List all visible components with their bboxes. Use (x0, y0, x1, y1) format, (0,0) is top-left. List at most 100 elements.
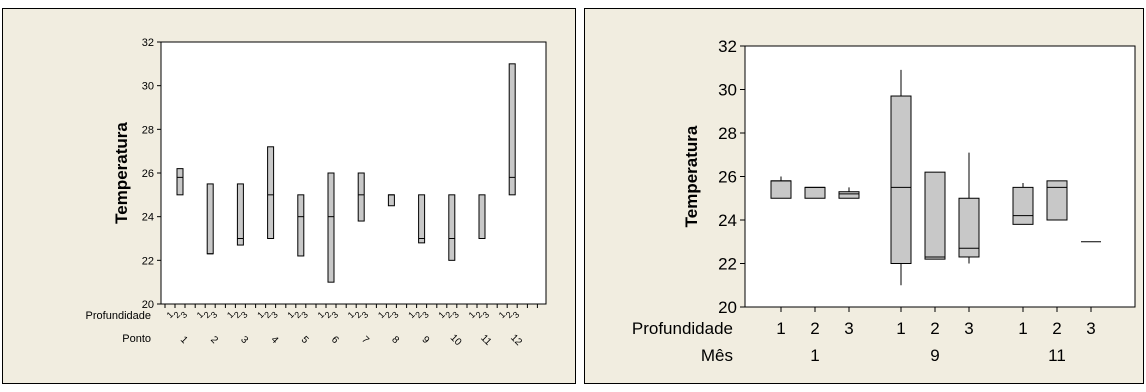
depth-label: 2 (202, 310, 213, 321)
box-mes-11-prof-1 (1012, 186, 1034, 225)
depth-label: 2 (262, 310, 273, 321)
depth-label: 2 (353, 310, 364, 321)
depth-label: 1 (255, 310, 266, 321)
y-tick-label: 32 (142, 37, 154, 49)
box-ponto-7 (357, 172, 365, 222)
right-boxplot-chart: 20 22 24 26 28 30 32 Temperatura 1 2 3 1 2 3 1 2 3 Profun… (632, 37, 1136, 365)
ponto-label: 2 (208, 334, 220, 346)
depth-label: 1 (376, 310, 387, 321)
ponto-label: 8 (389, 334, 401, 346)
depth-label: 1 (346, 310, 357, 321)
ponto-label: 3 (238, 334, 250, 346)
depth-label: 3 (209, 310, 220, 321)
mes-label: 11 (1048, 346, 1066, 365)
depth-label: 1 (225, 310, 236, 321)
depth-label: 3 (1086, 319, 1095, 338)
depth-label: 3 (269, 310, 280, 321)
box-ponto-3 (236, 183, 244, 246)
depth-label: 2 (292, 310, 303, 321)
y-axis-title: Temperatura (682, 125, 701, 227)
box-ponto-8 (387, 194, 395, 207)
depth-label: 1 (776, 319, 785, 338)
depth-label: 3 (179, 310, 190, 321)
depth-label: 3 (481, 310, 492, 321)
y-tick-label: 24 (142, 212, 154, 224)
y-axis-title: Temperatura (112, 122, 131, 224)
depth-label: 1 (1018, 319, 1027, 338)
depth-label: 3 (330, 310, 341, 321)
box-ponto-4 (267, 146, 275, 239)
depth-label: 3 (239, 310, 250, 321)
depth-label: 1 (165, 310, 176, 321)
depth-label: 2 (504, 310, 515, 321)
depth-label: 2 (413, 310, 424, 321)
mes-label: 1 (810, 346, 819, 365)
box-mes-1-prof-2 (804, 186, 826, 199)
box-mes-9-prof-2 (924, 171, 946, 260)
depth-label: 2 (383, 310, 394, 321)
depth-label: 2 (474, 310, 485, 321)
box-ponto-11 (478, 194, 486, 239)
right-chart-panel: 20 22 24 26 28 30 32 Temperatura 1 2 3 1 2 3 1 2 3 Profun… (584, 8, 1144, 384)
ponto-label: 7 (359, 334, 371, 346)
box-ponto-10 (448, 194, 456, 261)
depth-label: 3 (299, 310, 310, 321)
left-boxplot-chart: 20222426283032TemperaturaProfundidadePon… (86, 37, 547, 348)
box-ponto-9 (418, 194, 426, 244)
y-tick-label: 30 (718, 81, 737, 100)
y-tick-label: 22 (718, 255, 737, 274)
row-label-profundidade: Profundidade (86, 310, 151, 322)
depth-label: 3 (420, 310, 431, 321)
box-mes-11-prof-2 (1046, 180, 1068, 221)
depth-label: 3 (360, 310, 371, 321)
depth-label: 3 (964, 319, 973, 338)
depth-label: 2 (323, 310, 334, 321)
depth-label: 1 (195, 310, 206, 321)
depth-label: 2 (232, 310, 243, 321)
y-tick-label: 24 (718, 211, 737, 230)
ponto-label: 6 (329, 334, 341, 346)
depth-label: 2 (172, 310, 183, 321)
ponto-label: 11 (478, 333, 493, 348)
depth-label: 1 (497, 310, 508, 321)
y-tick-label: 28 (142, 124, 154, 136)
depth-label: 2 (1052, 319, 1061, 338)
y-tick-label: 20 (142, 299, 154, 311)
box-ponto-12 (508, 63, 516, 196)
depth-label: 1 (467, 310, 478, 321)
box-mes-9-prof-3 (958, 197, 980, 258)
plot-area (160, 41, 547, 305)
box-ponto-2 (206, 183, 214, 255)
y-tick-label: 22 (142, 255, 154, 267)
box-ponto-5 (297, 194, 305, 257)
depth-label: 1 (436, 310, 447, 321)
depth-label: 3 (844, 319, 853, 338)
depth-label: 2 (443, 310, 454, 321)
y-tick-label: 26 (142, 168, 154, 180)
ponto-label: 10 (448, 332, 464, 348)
box-ponto-6 (327, 172, 335, 283)
ponto-label: 1 (178, 334, 190, 346)
mes-label: 9 (930, 346, 939, 365)
depth-label: 1 (285, 310, 296, 321)
depth-label: 1 (406, 310, 417, 321)
y-tick-label: 28 (718, 124, 737, 143)
box-mes-1-prof-1 (770, 180, 792, 199)
row-label-mes: Mês (701, 346, 733, 365)
depth-label: 2 (930, 319, 939, 338)
y-tick-label: 30 (142, 81, 154, 93)
y-tick-label: 32 (718, 37, 737, 56)
depth-label: 1 (896, 319, 905, 338)
box-ponto-1 (176, 168, 184, 196)
row-label-profundidade: Profundidade (632, 319, 733, 338)
y-tick-label: 20 (718, 298, 737, 317)
depth-label: 3 (450, 310, 461, 321)
box-mes-1-prof-3 (838, 191, 860, 199)
ponto-label: 9 (420, 334, 432, 346)
left-chart-panel: 20 22 24 26 28 30 32 Temperatura Profundidade Pon… (2, 8, 576, 384)
depth-label: 3 (390, 310, 401, 321)
depth-label: 2 (810, 319, 819, 338)
y-tick-label: 26 (718, 168, 737, 187)
ponto-label: 12 (508, 332, 524, 348)
ponto-label: 4 (269, 334, 281, 346)
